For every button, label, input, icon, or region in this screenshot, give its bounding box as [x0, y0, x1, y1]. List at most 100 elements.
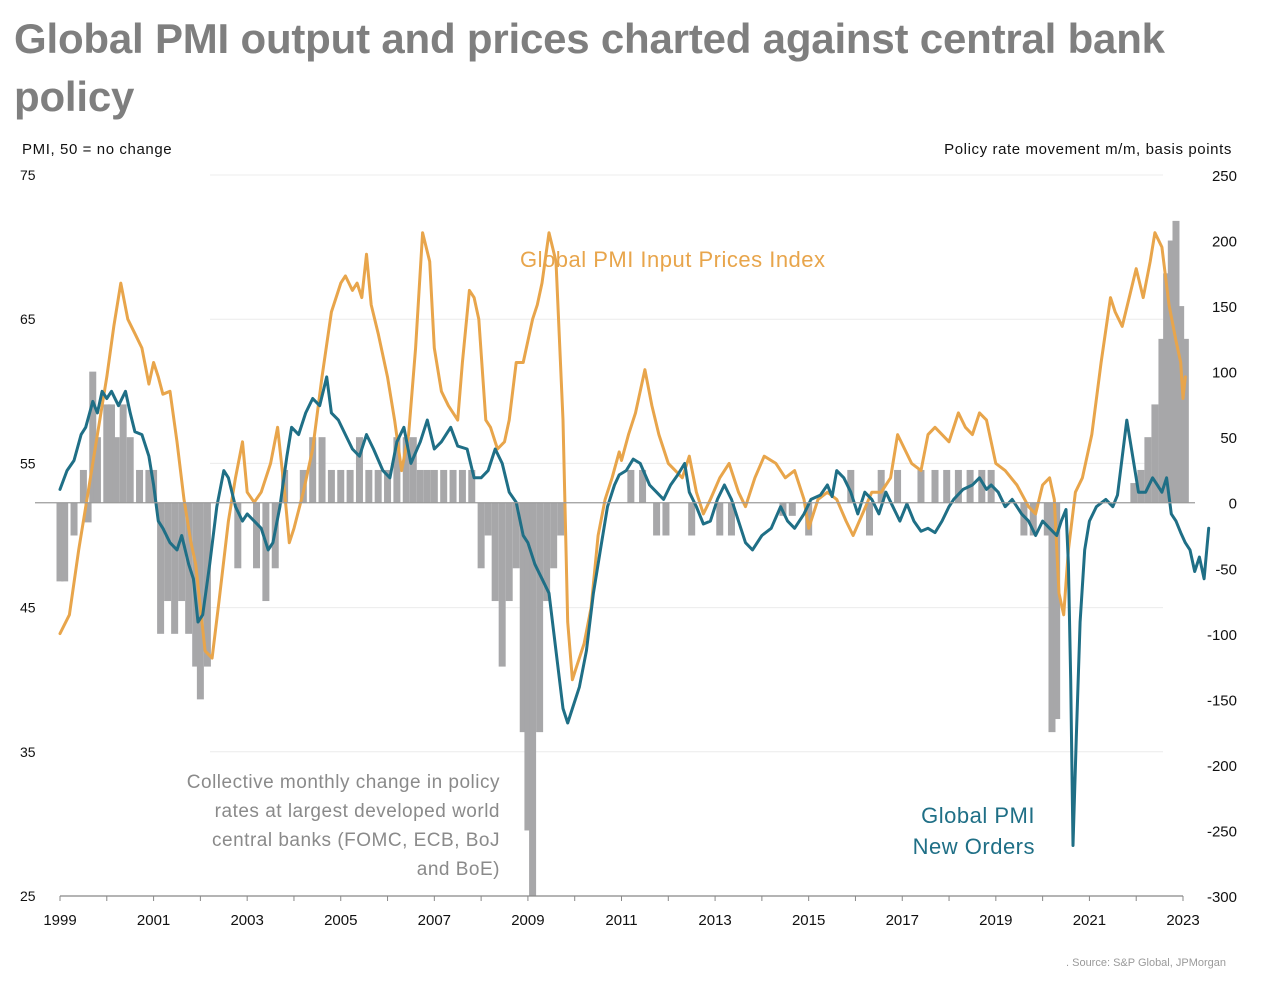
x-tick-label: 2017 — [886, 912, 919, 929]
policy-bar — [384, 469, 392, 503]
policy-bar — [519, 502, 527, 733]
policy-bar — [119, 404, 127, 503]
policy-bar — [393, 437, 401, 503]
policy-bar — [430, 469, 438, 503]
policy-bar — [954, 469, 962, 503]
annotations: Global PMI Input Prices Index Global PMI N… — [187, 247, 1035, 880]
x-tick-label: 2015 — [792, 912, 825, 929]
right-tick-label: 0 — [1229, 496, 1237, 513]
policy-bars-label: central banks (FOMC, ECB, BoJ — [212, 830, 500, 851]
chart-title: Global PMI output and prices charted aga… — [14, 15, 1165, 120]
input-prices-line — [58, 231, 1187, 682]
right-tick-label: 150 — [1212, 299, 1237, 316]
x-tick-label: 2001 — [137, 912, 170, 929]
x-tick-label: 2013 — [698, 912, 731, 929]
policy-bar — [716, 502, 724, 536]
policy-bar — [978, 469, 986, 503]
policy-bar — [327, 469, 335, 503]
source-note: . Source: S&P Global, JPMorgan — [1066, 957, 1226, 969]
policy-bar — [365, 469, 373, 503]
left-tick-label: 25 — [20, 888, 36, 904]
policy-bar — [524, 502, 532, 831]
policy-bar — [639, 469, 647, 503]
policy-bar — [688, 502, 696, 536]
policy-bar — [164, 502, 172, 602]
policy-bar — [171, 502, 179, 634]
policy-bar — [1151, 404, 1159, 503]
policy-bar — [1043, 502, 1051, 536]
policy-bar — [943, 469, 951, 503]
right-tick-label: 250 — [1212, 168, 1237, 185]
policy-bar — [491, 502, 499, 602]
policy-bar — [1181, 338, 1189, 503]
policy-bar — [449, 469, 457, 503]
policy-bar — [529, 502, 537, 896]
input-prices-label: Global PMI Input Prices Index — [520, 247, 826, 272]
policy-bar — [1172, 220, 1180, 503]
policy-bars-label: Collective monthly change in policy — [187, 772, 500, 793]
policy-bar — [1020, 502, 1028, 536]
policy-bar — [1130, 483, 1138, 503]
policy-bar — [374, 469, 382, 503]
x-tick-label: 2009 — [511, 912, 544, 929]
left-tick-label: 75 — [20, 167, 36, 183]
policy-bar — [402, 437, 410, 503]
right-tick-label: -50 — [1215, 561, 1237, 578]
x-tick-label: 1999 — [43, 912, 76, 929]
policy-bar — [458, 469, 466, 503]
policy-bars-label: rates at largest developed world — [215, 801, 500, 822]
axes — [35, 502, 1195, 901]
policy-bar — [1158, 338, 1166, 503]
policy-bar — [70, 502, 78, 536]
policy-bar — [145, 469, 153, 503]
policy-bar — [877, 469, 885, 503]
policy-bar — [662, 502, 670, 536]
policy-bar — [727, 502, 735, 536]
policy-bar — [234, 502, 242, 569]
policy-bar — [627, 469, 635, 503]
policy-bar — [355, 437, 363, 503]
policy-bar — [126, 437, 134, 503]
policy-bar — [93, 437, 101, 503]
policy-bar — [505, 502, 513, 602]
policy-bar — [1144, 437, 1152, 503]
policy-bar — [865, 502, 873, 536]
policy-bar — [318, 437, 326, 503]
policy-rate-bars — [56, 220, 1189, 896]
x-tick-label: 2005 — [324, 912, 357, 929]
policy-bar — [512, 502, 520, 569]
x-tick-label: 2019 — [979, 912, 1012, 929]
right-tick-label: -150 — [1207, 692, 1237, 709]
new-orders-label: New Orders — [913, 834, 1035, 859]
policy-bar — [1167, 240, 1175, 503]
policy-bar — [409, 437, 417, 503]
policy-bar — [337, 469, 345, 503]
policy-bar — [477, 502, 485, 569]
policy-bar — [847, 469, 855, 503]
policy-bar — [1048, 502, 1056, 733]
left-tick-label: 35 — [20, 744, 36, 760]
policy-bar — [309, 437, 317, 503]
left-tick-label: 65 — [20, 311, 36, 327]
x-tick-label: 2011 — [605, 912, 637, 929]
new-orders-line — [58, 375, 1211, 847]
policy-bar — [103, 404, 111, 503]
policy-bar — [262, 502, 270, 602]
x-tick-label: 2007 — [418, 912, 451, 929]
policy-bar — [550, 502, 558, 569]
right-tick-label: 50 — [1220, 430, 1237, 447]
right-axis-label: Policy rate movement m/m, basis points — [944, 141, 1232, 158]
policy-bar — [484, 502, 492, 536]
policy-bar — [416, 469, 424, 503]
policy-bar — [1029, 502, 1037, 536]
left-tick-label: 45 — [20, 600, 36, 616]
right-tick-label: 100 — [1212, 365, 1237, 382]
policy-bar — [157, 502, 165, 634]
policy-bar — [89, 371, 97, 503]
policy-bar — [557, 502, 565, 536]
policy-bar — [423, 469, 431, 503]
left-axis-label: PMI, 50 = no change — [22, 141, 173, 158]
policy-bar — [61, 502, 69, 582]
policy-bar — [84, 502, 92, 523]
